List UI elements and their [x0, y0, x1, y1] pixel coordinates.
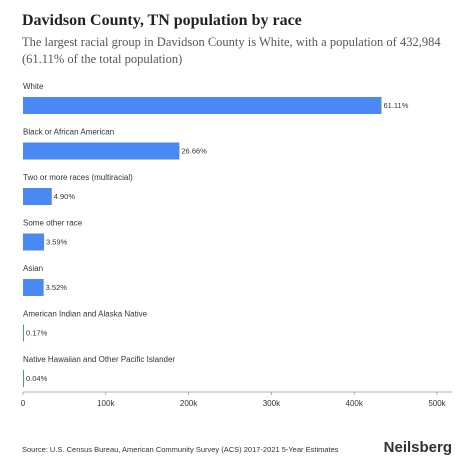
- category-label: White: [23, 82, 44, 91]
- bar: [23, 142, 180, 160]
- x-tick-label: 200k: [180, 399, 198, 408]
- bar: [23, 324, 24, 342]
- value-label: 61.11%: [384, 101, 409, 110]
- bar: [23, 233, 45, 251]
- bar: [23, 188, 52, 205]
- value-label: 26.66%: [181, 146, 207, 155]
- category-label: Two or more races (multiracial): [23, 173, 133, 182]
- chart-title: Davidson County, TN population by race: [22, 12, 302, 29]
- category-label: Asian: [23, 264, 43, 273]
- category-label: Black or African American: [23, 128, 114, 137]
- value-label: 4.90%: [54, 192, 76, 201]
- value-label: 3.52%: [46, 283, 68, 292]
- bar: [23, 370, 24, 387]
- brand: Neilsberg: [384, 439, 452, 456]
- x-tick-label: 400k: [346, 399, 364, 408]
- chart-subtitle: The largest racial group in Davidson Cou…: [22, 35, 441, 66]
- x-tick-label: 300k: [263, 399, 281, 408]
- value-label: 0.04%: [26, 374, 48, 383]
- value-label: 0.17%: [26, 328, 48, 337]
- x-tick-label: 0: [21, 399, 26, 408]
- category-label: Native Hawaiian and Other Pacific Island…: [23, 355, 175, 364]
- bar: [23, 97, 382, 114]
- value-label: 3.59%: [46, 237, 68, 246]
- bar: [23, 279, 44, 296]
- category-label: American Indian and Alaska Native: [23, 310, 148, 319]
- x-tick-label: 100k: [97, 399, 115, 408]
- x-tick-label: 500k: [428, 399, 446, 408]
- category-label: Some other race: [23, 219, 83, 228]
- source: Source: U.S. Census Bureau, American Com…: [22, 445, 339, 454]
